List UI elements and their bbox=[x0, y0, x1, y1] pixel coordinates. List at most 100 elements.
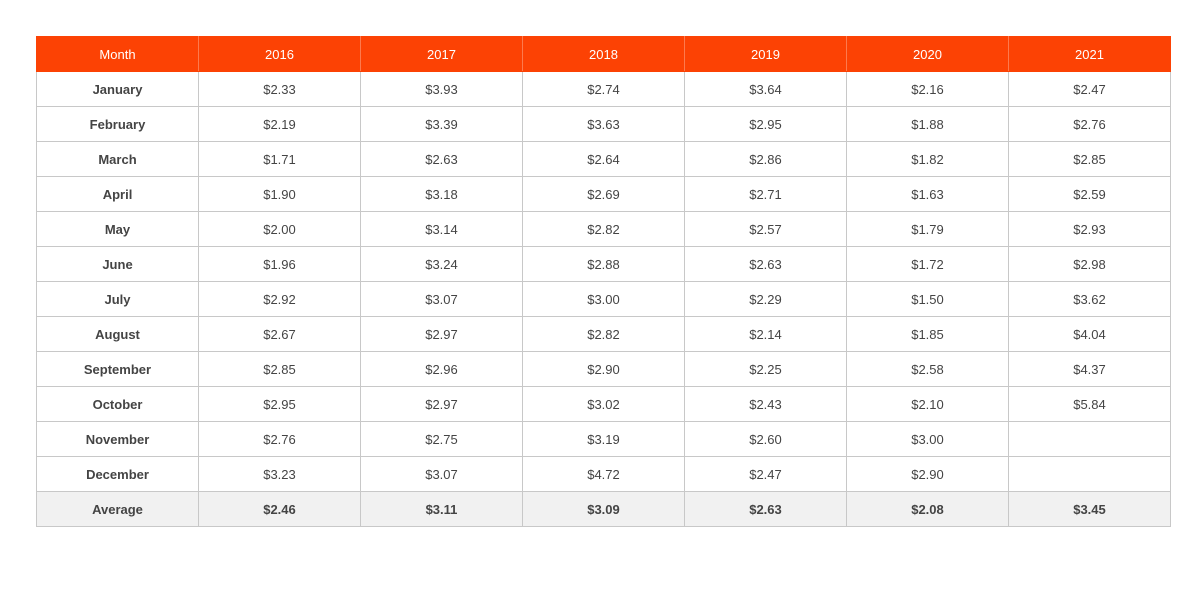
price-cell: $2.67 bbox=[198, 316, 361, 352]
price-cell: $2.76 bbox=[1008, 106, 1171, 142]
price-cell: $3.63 bbox=[522, 106, 685, 142]
price-cell: $2.57 bbox=[684, 211, 847, 247]
price-cell: $2.95 bbox=[684, 106, 847, 142]
price-cell: $1.71 bbox=[198, 141, 361, 177]
price-cell: $2.00 bbox=[198, 211, 361, 247]
price-cell: $1.82 bbox=[846, 141, 1009, 177]
price-cell: $3.39 bbox=[360, 106, 523, 142]
price-cell: $2.88 bbox=[522, 246, 685, 282]
price-cell: $3.93 bbox=[360, 71, 523, 107]
price-cell: $3.07 bbox=[360, 281, 523, 317]
price-cell: $2.64 bbox=[522, 141, 685, 177]
price-cell: $3.19 bbox=[522, 421, 685, 457]
table-row: September $2.85 $2.96 $2.90 $2.25 $2.58 $4.37 bbox=[36, 351, 1171, 387]
price-cell: $3.24 bbox=[360, 246, 523, 282]
price-cell: $2.85 bbox=[198, 351, 361, 387]
price-cell: $2.63 bbox=[684, 246, 847, 282]
price-cell: $2.92 bbox=[198, 281, 361, 317]
table-row: March $1.71 $2.63 $2.64 $2.86 $1.82 $2.85 bbox=[36, 141, 1171, 177]
price-cell: $2.69 bbox=[522, 176, 685, 212]
price-cell: $2.97 bbox=[360, 386, 523, 422]
table-row: December $3.23 $3.07 $4.72 $2.47 $2.90 bbox=[36, 456, 1171, 492]
table-row: June $1.96 $3.24 $2.88 $2.63 $1.72 $2.98 bbox=[36, 246, 1171, 282]
table-header: Month 2016 2017 2018 2019 2020 2021 bbox=[36, 36, 1171, 72]
table-body: January $2.33 $3.93 $2.74 $3.64 $2.16 $2.47 Feb… bbox=[36, 71, 1171, 527]
price-cell: $1.96 bbox=[198, 246, 361, 282]
price-cell: $2.95 bbox=[198, 386, 361, 422]
average-cell: $3.09 bbox=[522, 491, 685, 527]
price-cell: $3.14 bbox=[360, 211, 523, 247]
month-label: June bbox=[36, 246, 199, 282]
month-label: May bbox=[36, 211, 199, 247]
price-cell: $2.19 bbox=[198, 106, 361, 142]
price-cell: $3.02 bbox=[522, 386, 685, 422]
month-label: March bbox=[36, 141, 199, 177]
price-cell: $5.84 bbox=[1008, 386, 1171, 422]
average-cell: $2.46 bbox=[198, 491, 361, 527]
column-header-year: 2016 bbox=[198, 36, 361, 72]
price-cell: $4.37 bbox=[1008, 351, 1171, 387]
price-cell: $2.10 bbox=[846, 386, 1009, 422]
table-row: July $2.92 $3.07 $3.00 $2.29 $1.50 $3.62 bbox=[36, 281, 1171, 317]
price-cell: $2.47 bbox=[1008, 71, 1171, 107]
price-cell: $2.85 bbox=[1008, 141, 1171, 177]
table-row: October $2.95 $2.97 $3.02 $2.43 $2.10 $5.84 bbox=[36, 386, 1171, 422]
price-cell: $2.90 bbox=[522, 351, 685, 387]
price-cell bbox=[1008, 456, 1171, 492]
column-header-year: 2017 bbox=[360, 36, 523, 72]
price-cell: $3.62 bbox=[1008, 281, 1171, 317]
price-cell: $2.76 bbox=[198, 421, 361, 457]
price-cell: $2.16 bbox=[846, 71, 1009, 107]
price-cell: $2.47 bbox=[684, 456, 847, 492]
price-cell: $3.07 bbox=[360, 456, 523, 492]
price-cell: $4.04 bbox=[1008, 316, 1171, 352]
month-label: October bbox=[36, 386, 199, 422]
price-cell: $2.75 bbox=[360, 421, 523, 457]
average-cell: $2.08 bbox=[846, 491, 1009, 527]
price-cell: $2.97 bbox=[360, 316, 523, 352]
price-cell: $2.93 bbox=[1008, 211, 1171, 247]
month-label: December bbox=[36, 456, 199, 492]
price-cell: $1.63 bbox=[846, 176, 1009, 212]
table-row: April $1.90 $3.18 $2.69 $2.71 $1.63 $2.59 bbox=[36, 176, 1171, 212]
column-header-year: 2019 bbox=[684, 36, 847, 72]
table-row: May $2.00 $3.14 $2.82 $2.57 $1.79 $2.93 bbox=[36, 211, 1171, 247]
average-cell: $2.63 bbox=[684, 491, 847, 527]
price-cell: $2.96 bbox=[360, 351, 523, 387]
average-cell: $3.11 bbox=[360, 491, 523, 527]
price-cell: $2.86 bbox=[684, 141, 847, 177]
price-cell: $1.50 bbox=[846, 281, 1009, 317]
price-cell: $1.79 bbox=[846, 211, 1009, 247]
table-row: February $2.19 $3.39 $3.63 $2.95 $1.88 $2.76 bbox=[36, 106, 1171, 142]
average-label: Average bbox=[36, 491, 199, 527]
price-cell: $2.59 bbox=[1008, 176, 1171, 212]
month-label: April bbox=[36, 176, 199, 212]
price-cell: $2.98 bbox=[1008, 246, 1171, 282]
price-cell: $3.00 bbox=[846, 421, 1009, 457]
price-cell: $3.23 bbox=[198, 456, 361, 492]
price-table-container: Month 2016 2017 2018 2019 2020 2021 January $2.… bbox=[36, 36, 1171, 527]
month-label: August bbox=[36, 316, 199, 352]
price-cell: $2.33 bbox=[198, 71, 361, 107]
month-label: July bbox=[36, 281, 199, 317]
price-cell: $2.82 bbox=[522, 316, 685, 352]
table-row: August $2.67 $2.97 $2.82 $2.14 $1.85 $4.04 bbox=[36, 316, 1171, 352]
price-table: Month 2016 2017 2018 2019 2020 2021 January $2.… bbox=[36, 36, 1171, 527]
price-cell: $2.74 bbox=[522, 71, 685, 107]
column-header-year: 2021 bbox=[1008, 36, 1171, 72]
column-header-year: 2018 bbox=[522, 36, 685, 72]
month-label: November bbox=[36, 421, 199, 457]
price-cell: $2.82 bbox=[522, 211, 685, 247]
price-cell: $3.64 bbox=[684, 71, 847, 107]
table-row: January $2.33 $3.93 $2.74 $3.64 $2.16 $2.47 bbox=[36, 71, 1171, 107]
price-cell: $2.71 bbox=[684, 176, 847, 212]
column-header-year: 2020 bbox=[846, 36, 1009, 72]
month-label: February bbox=[36, 106, 199, 142]
price-cell: $2.63 bbox=[360, 141, 523, 177]
price-cell: $1.85 bbox=[846, 316, 1009, 352]
average-cell: $3.45 bbox=[1008, 491, 1171, 527]
price-cell: $1.90 bbox=[198, 176, 361, 212]
table-row: November $2.76 $2.75 $3.19 $2.60 $3.00 bbox=[36, 421, 1171, 457]
price-cell: $2.14 bbox=[684, 316, 847, 352]
price-cell: $1.72 bbox=[846, 246, 1009, 282]
